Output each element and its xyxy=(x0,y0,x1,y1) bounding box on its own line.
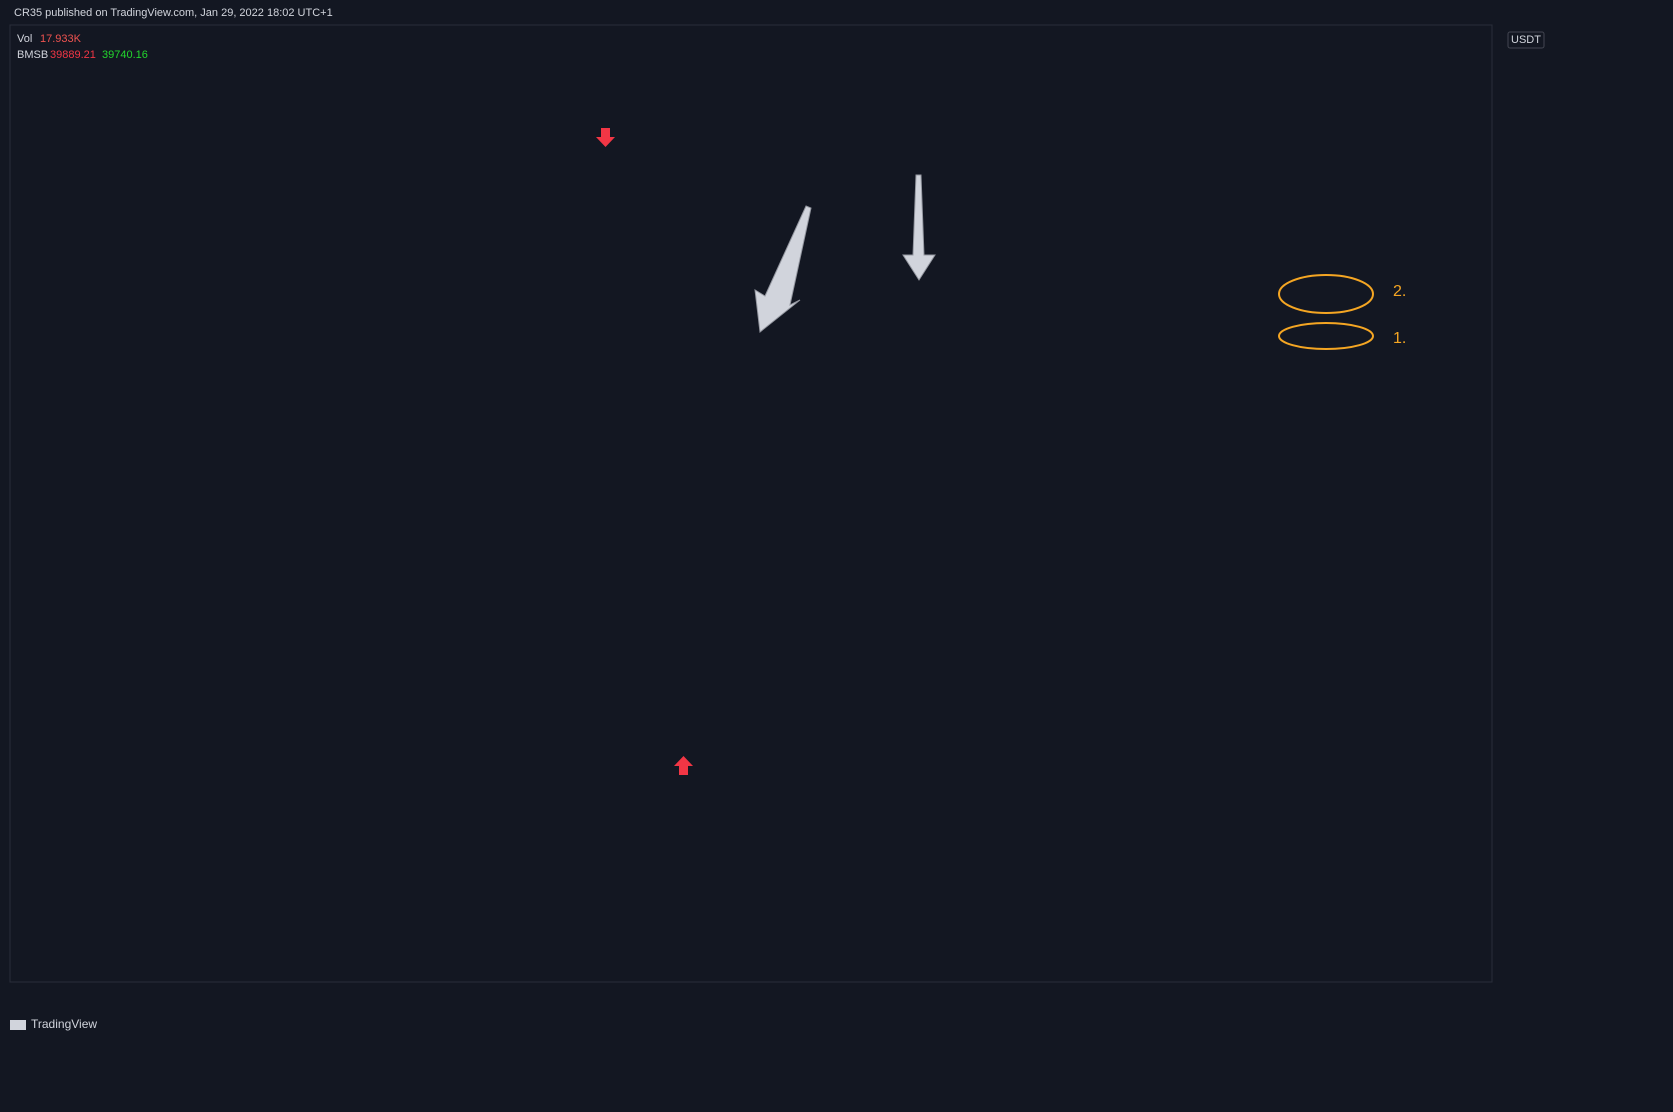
legend-value: 17.933K xyxy=(40,33,82,45)
legend-label: BMSB xyxy=(17,49,48,61)
bottom-marker xyxy=(674,756,693,775)
legend-value: 39889.21 xyxy=(50,49,96,61)
highlight-ellipse xyxy=(1278,322,1374,350)
chart-pane xyxy=(9,24,1493,983)
pointer-arrow xyxy=(902,174,936,281)
annotation: 1. xyxy=(1393,330,1406,347)
brand-logo xyxy=(10,1020,26,1030)
currency-badge xyxy=(1507,31,1545,49)
pointer-arrow xyxy=(754,205,812,333)
legend-value: 39740.16 xyxy=(102,49,148,61)
annotation: 2. xyxy=(1393,283,1406,300)
top-marker xyxy=(596,128,615,147)
header-title: CR35 published on TradingView.com, Jan 2… xyxy=(14,7,333,19)
legend-label: Vol xyxy=(17,33,32,45)
overlay: 2. 1. xyxy=(596,128,1406,775)
currency-label: USDT xyxy=(1511,34,1541,46)
highlight-ellipse xyxy=(1278,274,1374,314)
brand-name[interactable]: TradingView xyxy=(31,1017,97,1031)
